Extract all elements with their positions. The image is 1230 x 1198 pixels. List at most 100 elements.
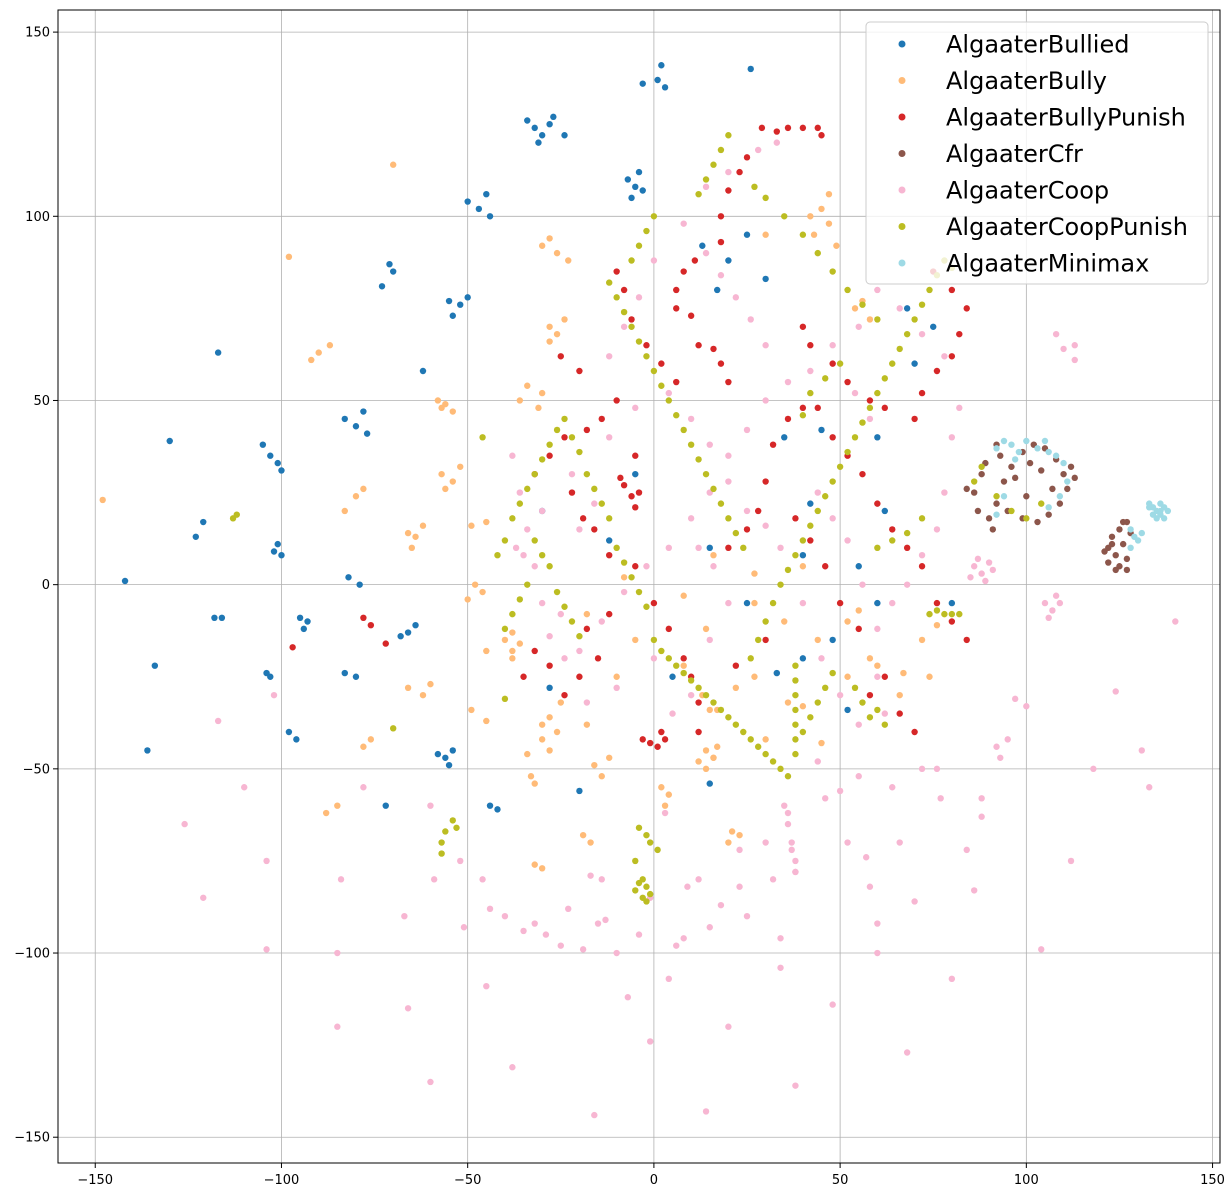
point-AlgaaterBully bbox=[457, 463, 464, 470]
point-AlgaaterBullyPunish bbox=[646, 739, 654, 747]
point-AlgaaterMinimax bbox=[1064, 478, 1071, 485]
point-AlgaaterCoop bbox=[754, 146, 762, 154]
point-AlgaaterCoopPunish bbox=[606, 279, 613, 286]
point-AlgaaterCoopPunish bbox=[442, 828, 449, 835]
point-AlgaaterCoop bbox=[620, 323, 628, 330]
point-AlgaaterBullyPunish bbox=[568, 489, 576, 496]
point-AlgaaterCoopPunish bbox=[822, 493, 829, 500]
point-AlgaaterCoop bbox=[978, 813, 985, 820]
point-AlgaaterCoop bbox=[784, 809, 792, 817]
point-AlgaaterCoop bbox=[956, 404, 963, 412]
point-AlgaaterBullyPunish bbox=[561, 691, 568, 699]
point-AlgaaterCoop bbox=[635, 294, 643, 301]
point-AlgaaterBullied bbox=[531, 124, 538, 132]
point-AlgaaterBully bbox=[99, 496, 106, 504]
point-AlgaaterCoopPunish bbox=[792, 706, 799, 714]
point-AlgaaterCoop bbox=[896, 839, 903, 846]
point-AlgaaterCoop bbox=[1060, 345, 1067, 353]
point-AlgaaterCoop bbox=[855, 323, 862, 330]
point-AlgaaterCfr bbox=[1011, 474, 1019, 482]
point-AlgaaterCoop bbox=[777, 935, 784, 942]
point-AlgaaterBullyPunish bbox=[546, 452, 553, 459]
point-AlgaaterBully bbox=[315, 349, 322, 356]
point-AlgaaterBullied bbox=[144, 747, 151, 754]
point-AlgaaterBully bbox=[606, 754, 613, 761]
point-AlgaaterBullyPunish bbox=[866, 397, 874, 404]
point-AlgaaterCoopPunish bbox=[829, 268, 836, 275]
point-AlgaaterCoop bbox=[486, 905, 494, 913]
point-AlgaaterCoop bbox=[829, 342, 836, 349]
point-AlgaaterBullyPunish bbox=[933, 599, 941, 607]
point-AlgaaterCoopPunish bbox=[635, 824, 643, 831]
point-AlgaaterCoop bbox=[814, 489, 821, 496]
point-AlgaaterBullied bbox=[829, 636, 836, 644]
point-AlgaaterMinimax bbox=[1011, 456, 1019, 463]
point-AlgaaterCoop bbox=[985, 559, 993, 566]
point-AlgaaterCoop bbox=[661, 809, 669, 817]
point-AlgaaterCfr bbox=[989, 526, 997, 533]
point-AlgaaterCoop bbox=[1112, 688, 1119, 695]
point-AlgaaterCoop bbox=[784, 820, 792, 828]
point-AlgaaterCoopPunish bbox=[680, 426, 687, 434]
point-AlgaaterBully bbox=[442, 485, 449, 493]
point-AlgaaterCfr bbox=[997, 452, 1004, 459]
point-AlgaaterCoopPunish bbox=[695, 456, 702, 463]
point-AlgaaterBully bbox=[579, 831, 587, 839]
point-AlgaaterBullied bbox=[632, 470, 639, 478]
point-AlgaaterBully bbox=[725, 839, 732, 846]
point-AlgaaterCfr bbox=[1108, 540, 1116, 548]
point-AlgaaterBullied bbox=[442, 754, 449, 761]
point-AlgaaterCoop bbox=[702, 1108, 710, 1115]
point-AlgaaterCoop bbox=[665, 975, 672, 983]
point-AlgaaterCfr bbox=[1123, 555, 1131, 563]
point-AlgaaterCoopPunish bbox=[777, 765, 784, 773]
point-AlgaaterCoop bbox=[788, 839, 795, 846]
point-AlgaaterCoop bbox=[635, 931, 643, 938]
point-AlgaaterBullyPunish bbox=[822, 563, 829, 570]
point-AlgaaterCoopPunish bbox=[978, 463, 985, 470]
point-AlgaaterCoop bbox=[874, 673, 881, 680]
point-AlgaaterCoop bbox=[978, 795, 985, 802]
point-AlgaaterBully bbox=[665, 791, 672, 798]
point-AlgaaterBullied bbox=[538, 132, 546, 139]
point-AlgaaterCoop bbox=[874, 625, 881, 633]
point-AlgaaterBullyPunish bbox=[874, 500, 881, 507]
point-AlgaaterBully bbox=[658, 784, 665, 791]
point-AlgaaterCoop bbox=[241, 784, 248, 791]
point-AlgaaterCoop bbox=[687, 691, 695, 699]
point-AlgaaterCoopPunish bbox=[777, 581, 784, 588]
point-AlgaaterBullyPunish bbox=[818, 132, 825, 139]
point-AlgaaterCoopPunish bbox=[792, 551, 799, 559]
legend-label-AlgaaterCoopPunish: AlgaaterCoopPunish bbox=[946, 213, 1188, 241]
point-AlgaaterCoop bbox=[427, 802, 434, 809]
point-AlgaaterCoopPunish bbox=[754, 743, 762, 750]
series-AlgaaterBully bbox=[99, 161, 941, 872]
point-AlgaaterMinimax bbox=[1041, 437, 1049, 445]
point-AlgaaterCoop bbox=[520, 551, 527, 559]
point-AlgaaterCoopPunish bbox=[509, 515, 516, 522]
legend-label-AlgaaterBullyPunish: AlgaaterBullyPunish bbox=[946, 104, 1186, 132]
point-AlgaaterBullied bbox=[293, 736, 300, 743]
point-AlgaaterCfr bbox=[1034, 518, 1041, 526]
point-AlgaaterCoop bbox=[862, 854, 870, 861]
point-AlgaaterCoopPunish bbox=[650, 213, 658, 220]
point-AlgaaterMinimax bbox=[1134, 537, 1142, 544]
point-AlgaaterCoop bbox=[889, 599, 896, 607]
point-AlgaaterCoop bbox=[602, 916, 609, 924]
point-AlgaaterBully bbox=[464, 596, 471, 603]
point-AlgaaterBullyPunish bbox=[613, 397, 620, 404]
point-AlgaaterBullied bbox=[550, 113, 557, 121]
point-AlgaaterBully bbox=[751, 570, 758, 577]
point-AlgaaterCfr bbox=[1067, 463, 1075, 470]
y-tick-label: −50 bbox=[23, 762, 50, 777]
point-AlgaaterMinimax bbox=[1127, 544, 1134, 552]
point-AlgaaterCoop bbox=[1045, 614, 1052, 622]
point-AlgaaterCoopPunish bbox=[732, 529, 740, 537]
point-AlgaaterCoopPunish bbox=[829, 478, 836, 485]
point-AlgaaterBullyPunish bbox=[613, 268, 620, 275]
point-AlgaaterCoop bbox=[587, 872, 594, 879]
point-AlgaaterCoopPunish bbox=[918, 301, 926, 308]
point-AlgaaterBully bbox=[535, 404, 542, 412]
point-AlgaaterCoopPunish bbox=[948, 610, 956, 618]
